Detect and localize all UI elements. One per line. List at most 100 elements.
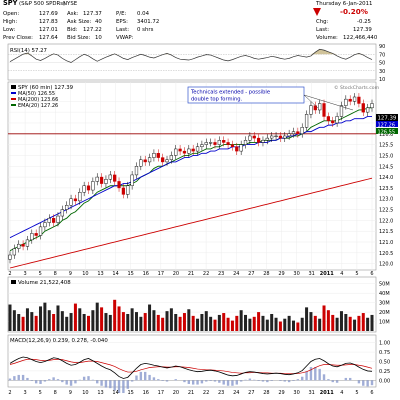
- macd-histogram-bar: [348, 377, 352, 381]
- watermark: © StockCharts.com: [334, 84, 380, 91]
- price-tick-label: 121.0: [379, 240, 393, 246]
- candle-body: [248, 135, 252, 141]
- volume-tick-label: 50M: [379, 282, 390, 288]
- volume-bar: [283, 318, 287, 331]
- low-value: 127.01: [39, 27, 58, 33]
- x-tick-label: 31: [308, 390, 314, 396]
- ask-size-value: 40: [95, 19, 102, 25]
- volume-bar: [91, 310, 95, 331]
- x-tick-label: 6: [370, 390, 373, 396]
- macd-histogram-bar: [174, 379, 177, 381]
- candle-body: [283, 135, 287, 139]
- macd-histogram-bar: [196, 380, 199, 385]
- volume-bar: [265, 319, 269, 331]
- price-panel: 120.0 120.5 121.0 121.5 122.0 122.5 123.0 123.5…: [7, 81, 398, 271]
- ask-label: Ask:: [67, 11, 79, 17]
- x-tick-label: 14: [112, 390, 118, 396]
- macd-histogram-bar: [239, 380, 243, 382]
- eps-label: EPS:: [116, 19, 128, 25]
- candle-body: [274, 135, 278, 137]
- price-tick-label: 124.0: [379, 175, 393, 181]
- candle-body: [318, 103, 322, 111]
- volume-bar: [82, 313, 86, 331]
- macd-histogram-bar: [213, 380, 217, 382]
- macd-histogram-bar: [309, 367, 313, 381]
- down-arrow-icon: [313, 8, 321, 16]
- volume-bar: [165, 311, 169, 331]
- volume-bar: [348, 316, 352, 331]
- macd-histogram-bar: [13, 376, 16, 381]
- volume-bar: [73, 303, 77, 331]
- volume-bar: [209, 316, 213, 331]
- bid-size-value: 10: [95, 35, 102, 41]
- candle-body: [104, 179, 108, 184]
- volume-bar: [43, 302, 47, 331]
- last-size-value: 0 shrs: [137, 27, 154, 33]
- candle-body: [12, 248, 16, 256]
- candle-body: [352, 96, 357, 102]
- macd-histogram-bar: [187, 380, 191, 384]
- volume-bar: [313, 315, 317, 331]
- candle-body: [82, 185, 86, 193]
- volume-bar: [339, 311, 343, 331]
- macd-histogram-bar: [69, 380, 73, 386]
- open-label: Open:: [3, 11, 20, 17]
- macd-tick-label: 0.75: [379, 350, 390, 356]
- price-tick-label: 125.0: [379, 153, 393, 159]
- macd-histogram-bar: [144, 371, 147, 381]
- prev-close-value: 127.64: [39, 35, 58, 41]
- macd-histogram-bar: [235, 380, 238, 385]
- candle-body: [191, 148, 195, 152]
- annotation-line-2: double top forming.: [191, 97, 243, 103]
- candle-body: [322, 103, 326, 117]
- volume-bar: [52, 313, 56, 331]
- volume-bar: [217, 314, 221, 331]
- pe-value: 0.04: [137, 11, 150, 17]
- candle-body: [8, 254, 12, 260]
- candle-body: [370, 103, 374, 109]
- volume-bar: [25, 308, 29, 331]
- x-tick-label: 30: [293, 390, 299, 396]
- volume-bar: [261, 315, 265, 331]
- ema20-line: [9, 107, 372, 252]
- x-tick-label: 13: [97, 271, 103, 277]
- macd-histogram-bar: [231, 380, 234, 386]
- candle-body: [38, 226, 43, 236]
- x-tick-label: 29: [278, 390, 284, 396]
- rsi-tick-label: 10: [379, 77, 385, 83]
- rsi-tick-label: 90: [379, 44, 385, 50]
- macd-histogram-bar: [104, 380, 108, 388]
- macd-histogram-bar: [366, 380, 369, 387]
- volume-bar: [156, 314, 160, 331]
- x-tick-label: 5: [39, 390, 42, 396]
- x-tick-label: 2: [8, 390, 11, 396]
- candle-body: [34, 233, 38, 236]
- volume-value: 122,466,440: [343, 35, 378, 41]
- x-tick-label: 22: [203, 390, 209, 396]
- macd-histogram-bar: [344, 377, 348, 381]
- candle-body: [73, 198, 78, 202]
- macd-signal-line: [9, 358, 373, 374]
- volume-bar: [78, 308, 82, 331]
- candle-body: [108, 174, 112, 180]
- x-tick-label: 14: [112, 271, 118, 277]
- bid-size-label: Bid Size:: [67, 35, 91, 41]
- rsi-label: RSI(14) 57.27: [10, 48, 47, 54]
- candle-body: [147, 157, 152, 163]
- high-value: 127.83: [39, 19, 58, 25]
- x-tick-label: 24: [233, 271, 239, 277]
- macd-histogram-bar: [327, 379, 330, 381]
- chg-value: -0.25: [357, 19, 371, 25]
- volume-bar: [108, 314, 112, 331]
- candle-body: [226, 142, 230, 145]
- macd-histogram-bar: [135, 375, 138, 381]
- bid-value: 127.22: [83, 27, 102, 33]
- macd-histogram-bar: [8, 378, 12, 381]
- macd-histogram-bar: [226, 380, 230, 386]
- volume-bar: [104, 313, 108, 331]
- volume-label: Volume 21,522,408: [18, 280, 71, 286]
- x-tick-label: 6: [370, 271, 373, 277]
- volume-bar: [248, 318, 252, 331]
